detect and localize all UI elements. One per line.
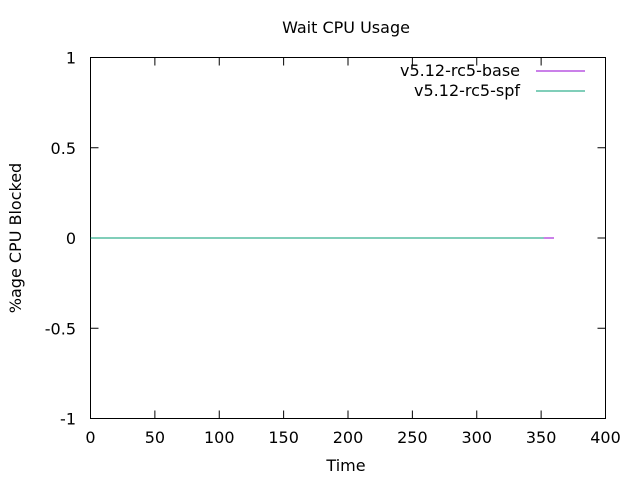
y-axis-ticks: -1 -0.5 0 0.5 1 (45, 49, 606, 429)
x-axis-label: Time (325, 456, 365, 475)
x-tick-label: 400 (590, 428, 621, 447)
x-tick-label: 350 (526, 428, 557, 447)
x-tick-label: 0 (85, 428, 95, 447)
y-tick-label: -0.5 (45, 319, 76, 338)
chart-title: Wait CPU Usage (282, 18, 410, 37)
x-tick-label: 300 (461, 428, 492, 447)
y-tick-label: 0 (66, 229, 76, 248)
x-tick-label: 100 (204, 428, 235, 447)
legend-label-2: v5.12-rc5-spf (414, 81, 520, 100)
y-axis-label: %age CPU Blocked (6, 163, 25, 313)
y-tick-label: 1 (66, 49, 76, 68)
x-tick-label: 150 (268, 428, 299, 447)
y-tick-label: 0.5 (51, 139, 76, 158)
legend-label-1: v5.12-rc5-base (400, 61, 520, 80)
x-axis-ticks: 0 50 100 150 200 250 300 350 400 (85, 57, 621, 447)
x-tick-label: 250 (397, 428, 428, 447)
x-tick-label: 200 (333, 428, 364, 447)
y-tick-label: -1 (60, 410, 76, 429)
x-tick-label: 50 (145, 428, 165, 447)
